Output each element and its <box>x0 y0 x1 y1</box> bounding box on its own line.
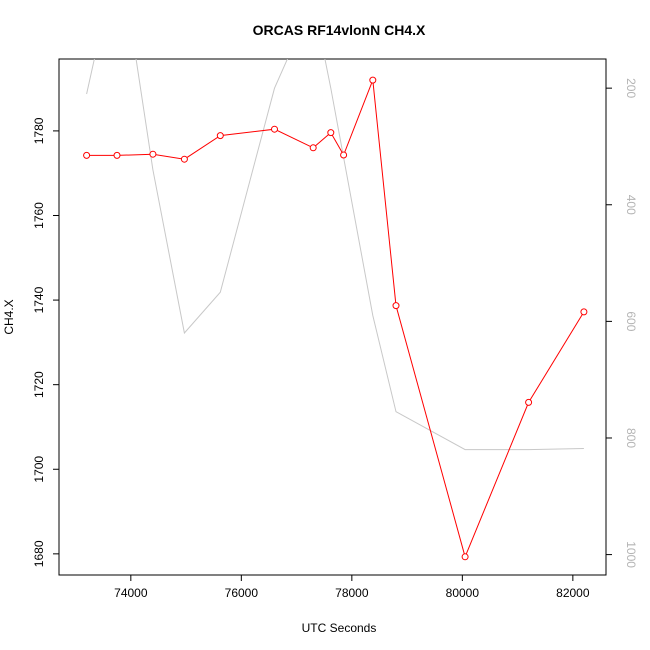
x-tick-label: 82000 <box>556 586 590 600</box>
x-tick-label: 78000 <box>335 586 369 600</box>
plot-frame <box>58 58 607 576</box>
data-point <box>525 398 533 406</box>
y-tick-label: 1680 <box>32 540 46 567</box>
data-point <box>327 129 335 137</box>
data-point <box>461 553 469 561</box>
data-point <box>392 302 400 310</box>
data-point <box>83 151 91 159</box>
y-tick-label: 1700 <box>32 456 46 483</box>
chart-title: ORCAS RF14vlonN CH4.X <box>253 22 426 38</box>
data-point <box>180 155 188 163</box>
x-axis: 74000 76000 78000 80000 82000 <box>114 575 590 600</box>
data-point <box>580 308 588 316</box>
series-layer <box>83 59 588 561</box>
red-series-line <box>86 79 585 559</box>
x-tick-label: 76000 <box>225 586 259 600</box>
data-point <box>369 76 377 84</box>
y2-tick-label: 600 <box>624 311 638 331</box>
y2-axis: 200 400 600 800 1000 <box>606 78 638 568</box>
y-tick-label: 1740 <box>32 286 46 313</box>
y2-tick-label: 800 <box>624 428 638 448</box>
y2-tick-label: 1000 <box>624 541 638 568</box>
y2-tick-label: 200 <box>624 78 638 98</box>
x-axis-label: UTC Seconds <box>302 621 377 635</box>
data-point <box>340 151 348 159</box>
y2-tick-label: 400 <box>624 195 638 215</box>
y-axis: 1680 1700 1720 1740 1760 1780 <box>32 117 59 567</box>
y-tick-label: 1720 <box>32 371 46 398</box>
data-point <box>149 150 157 158</box>
y-tick-label: 1780 <box>32 117 46 144</box>
data-point <box>216 132 224 140</box>
x-tick-label: 80000 <box>446 586 480 600</box>
y-axis-label: CH4.X <box>2 299 16 334</box>
data-point <box>309 144 317 152</box>
x-tick-label: 74000 <box>114 586 148 600</box>
data-point <box>113 151 121 159</box>
gray-series-line <box>86 59 584 451</box>
data-point <box>271 125 278 133</box>
y-tick-label: 1760 <box>32 202 46 229</box>
